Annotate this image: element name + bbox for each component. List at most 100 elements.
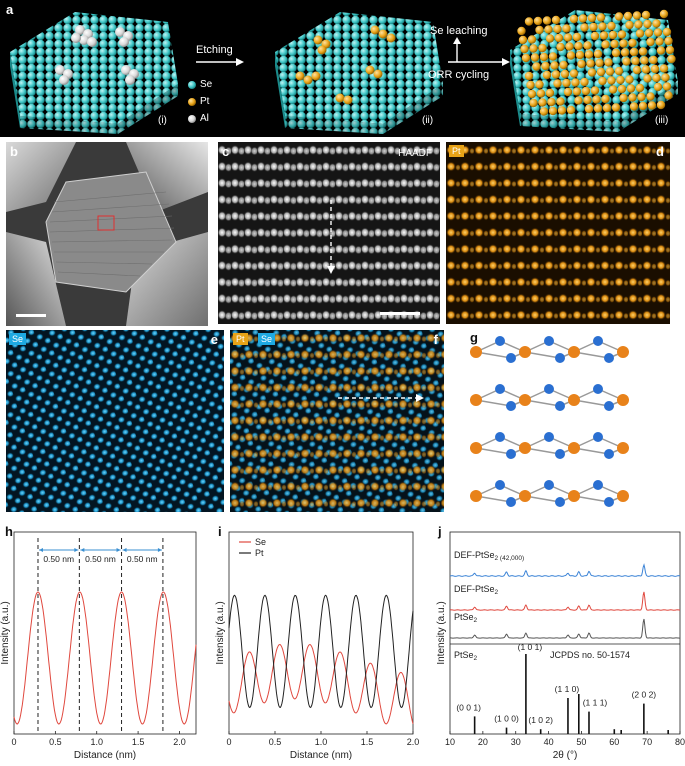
pt-atom <box>470 394 482 406</box>
reference-peak-label: (1 0 0) <box>494 714 519 724</box>
pt-atom <box>634 20 643 29</box>
series-label-2: PtSe2 <box>454 612 478 624</box>
se-atom <box>555 401 565 411</box>
pt-atom <box>590 86 600 95</box>
pt-atom <box>628 93 637 102</box>
pt-atom <box>625 75 634 84</box>
pt-atom <box>539 52 549 62</box>
pt-atom <box>527 89 537 99</box>
panel-b-sem-image: b <box>6 142 208 326</box>
pt-atom <box>616 75 625 85</box>
spacing-label: 0.50 nm <box>43 554 74 564</box>
se-atom <box>495 336 505 346</box>
pt-atom <box>635 83 645 93</box>
x-tick-label: 60 <box>609 737 619 747</box>
pt-atom <box>550 61 559 70</box>
spacing-arrow-head <box>116 548 121 552</box>
pt-atom <box>569 14 579 24</box>
pt-atom <box>610 39 619 49</box>
legend-al-label: Al <box>200 113 209 124</box>
panel-i-letter: i <box>218 524 222 539</box>
x-tick-label: 1.0 <box>90 737 103 747</box>
x-tick-label: 2.0 <box>407 737 420 747</box>
pt-atom <box>556 42 565 52</box>
pt-atom <box>556 97 565 106</box>
pt-atom <box>628 38 637 48</box>
pt-tag: Pt <box>449 145 464 157</box>
pt-atom <box>524 71 534 81</box>
series-line-1 <box>449 591 681 611</box>
pt-atom <box>593 104 603 113</box>
pt-atom <box>580 23 589 32</box>
x-tick-label: 30 <box>511 737 521 747</box>
pt-atom <box>562 24 571 33</box>
legend-se-label: Se <box>200 79 213 90</box>
pt-atom <box>518 35 528 45</box>
pt-atom <box>641 10 651 20</box>
pt-atom <box>625 20 634 30</box>
reference-peak-label: (1 1 1) <box>583 698 608 708</box>
pt-atom <box>617 490 629 502</box>
pt-atom <box>643 74 652 83</box>
arrow-etching-label: Etching <box>196 44 233 56</box>
se-atom <box>495 384 505 394</box>
x-tick-label: 0.5 <box>49 737 62 747</box>
chart-j: 10 20 30 40 50 60 70 80 2θ (°) Intensity (a.u.) DE… <box>436 531 685 761</box>
pt-atom <box>656 46 666 55</box>
panel-g-drawing <box>470 336 629 507</box>
pt-atom <box>646 92 655 101</box>
pt-atom <box>583 41 592 50</box>
pt-atom <box>659 64 669 73</box>
pt-atom <box>547 97 556 107</box>
y-axis-label: Intensity (a.u.) <box>0 601 11 664</box>
legend-label-se: Se <box>255 537 266 547</box>
pt-atom <box>535 80 544 89</box>
pt-atom <box>532 62 541 71</box>
pt-atom <box>568 442 580 454</box>
panel-e-drawing <box>6 330 224 512</box>
spacing-label: 0.50 nm <box>127 554 158 564</box>
pt-atom <box>649 55 658 65</box>
pt-atom <box>619 39 628 48</box>
pt-atom <box>545 88 555 98</box>
se-atom <box>506 497 516 507</box>
pt-atom <box>470 442 482 454</box>
se-atom <box>555 449 565 459</box>
pt-atom <box>598 76 607 86</box>
panel-d-pt-map: Pt d <box>446 142 670 324</box>
x-tick-label: 80 <box>675 737 685 747</box>
pt-atom <box>587 68 597 77</box>
panel-a-legend <box>188 81 196 123</box>
pt-atom <box>548 52 558 61</box>
spacing-arrow-head <box>74 548 79 552</box>
reference-peak-label: (1 0 1) <box>518 642 543 652</box>
pt-atom <box>662 82 672 91</box>
pt-atom <box>611 48 621 58</box>
panel-e-letter: e <box>210 332 218 347</box>
pt-atom <box>551 15 561 25</box>
pt-atom <box>587 13 597 23</box>
x-tick-label: 1.5 <box>132 737 145 747</box>
se-atom <box>555 353 565 363</box>
pt-atom <box>568 490 580 502</box>
x-tick-label: 70 <box>642 737 652 747</box>
pt-atom <box>652 73 661 83</box>
pt-atom <box>632 65 642 75</box>
se-atom <box>593 480 603 490</box>
pt-atom <box>519 346 531 358</box>
pt-atom <box>583 95 592 105</box>
pt-atom <box>638 101 648 111</box>
pt-atom <box>539 107 549 116</box>
se-atom <box>604 449 614 459</box>
legend-pt-label: Pt <box>200 96 210 107</box>
pt-atom <box>656 100 666 110</box>
pt-atom <box>601 94 610 104</box>
pt-atom <box>590 31 600 41</box>
pt-atom <box>655 37 664 46</box>
pt-atom <box>524 17 534 26</box>
pt-atom <box>553 24 562 34</box>
pt-atom <box>614 12 624 21</box>
panel-g-structure: g <box>450 330 680 520</box>
se-atom <box>495 480 505 490</box>
spacing-arrow-head <box>38 548 43 552</box>
